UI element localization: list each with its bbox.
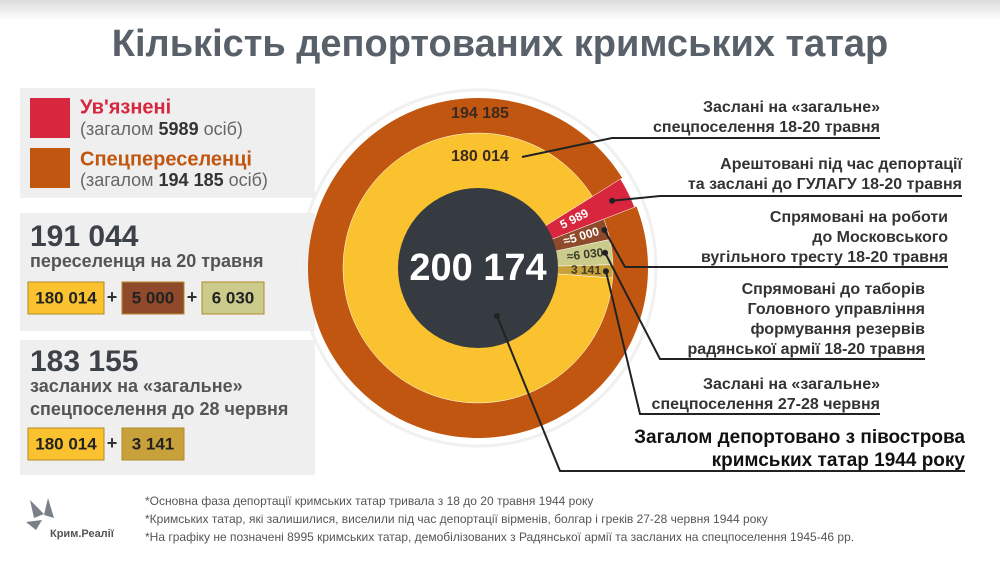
- total-annotation: кримських татар 1944 року: [712, 450, 966, 471]
- slice-annotation: Спрямовані до таборів: [742, 281, 926, 298]
- slice-annotation: Спрямовані на роботи: [770, 209, 948, 226]
- slice-annotation: формування резервів: [751, 321, 926, 338]
- slice-annotation: до Московського: [812, 229, 948, 246]
- term: 3 141: [132, 434, 175, 453]
- leader-line: [603, 229, 948, 268]
- leader-line: [604, 270, 880, 415]
- slice-label: 3 141: [571, 262, 602, 277]
- legend-swatch: [30, 98, 70, 138]
- term-box: [27, 427, 105, 461]
- summary-caption: засланих на «загальне»: [30, 376, 243, 396]
- legend-swatch: [30, 148, 70, 188]
- legend-note-part: 194 185: [159, 170, 224, 190]
- legend-note-part: осіб): [224, 170, 268, 190]
- term-box: [121, 427, 185, 461]
- legend-note-part: 5989: [159, 119, 199, 139]
- leader-line: [604, 252, 925, 360]
- term-box: [27, 281, 105, 315]
- summary-caption: переселенця на 20 травня: [30, 251, 264, 271]
- title: Кількість депортованих кримських татар: [112, 23, 888, 65]
- slice-annotation: радянської армії 18-20 травня: [688, 341, 925, 358]
- term: 180 014: [35, 288, 97, 307]
- footnote: *Кримських татар, які залишилися, висели…: [145, 512, 768, 526]
- logo: [26, 498, 54, 530]
- total-annotation: Загалом депортовано з півострова: [634, 427, 965, 448]
- summary-total: 183 155: [30, 345, 138, 378]
- footnote: *На графіку не позначені 8995 кримських …: [145, 530, 854, 544]
- legend-name: Спецпереселенці: [80, 148, 252, 170]
- term: 180 014: [35, 434, 97, 453]
- term: 5 000: [132, 288, 175, 307]
- term-box: [201, 281, 265, 315]
- slice-annotation: Арештовані під час депортації: [720, 156, 962, 173]
- slice-annotation: Заслані на «загальне»: [703, 376, 880, 393]
- legend-note: (загалом 5989 осіб): [80, 119, 243, 139]
- center-disc: [398, 188, 558, 348]
- slice-annotation: Заслані на «загальне»: [703, 99, 880, 116]
- term-box: [121, 281, 185, 315]
- legend-note-part: (загалом: [80, 170, 159, 190]
- legend-name: Ув'язнені: [80, 96, 171, 118]
- plus: +: [107, 433, 118, 453]
- plus: +: [107, 287, 118, 307]
- leader-line: [521, 137, 880, 158]
- legend-note-part: осіб): [199, 119, 243, 139]
- outer-label: 194 185: [451, 105, 509, 122]
- slice-label: ≈6 030: [566, 245, 604, 263]
- slice-annotation: спецпоселення 18-20 травня: [653, 119, 880, 136]
- logo-text: Крим.Реалії: [50, 528, 115, 540]
- footnote: *Основна фаза депортації кримських татар…: [145, 494, 593, 508]
- slice-annotation: та заслані до ГУЛАГУ 18-20 травня: [688, 176, 962, 193]
- plus: +: [187, 287, 198, 307]
- summary-total: 191 044: [30, 220, 139, 253]
- term: 6 030: [212, 288, 255, 307]
- legend-note-part: (загалом: [80, 119, 159, 139]
- center-label: 200 174: [409, 247, 546, 289]
- slice-annotation: вугільного тресту 18-20 травня: [701, 249, 948, 266]
- leader-line: [612, 195, 962, 202]
- summary-caption: спецпоселення до 28 червня: [30, 399, 288, 419]
- slice-annotation: спецпоселення 27-28 червня: [652, 396, 880, 413]
- top-shade: [0, 0, 1000, 20]
- slice-annotation: Головного управління: [748, 301, 925, 318]
- legend-note: (загалом 194 185 осіб): [80, 170, 268, 190]
- leader-line: [496, 315, 965, 472]
- slice-label: 180 014: [451, 148, 509, 165]
